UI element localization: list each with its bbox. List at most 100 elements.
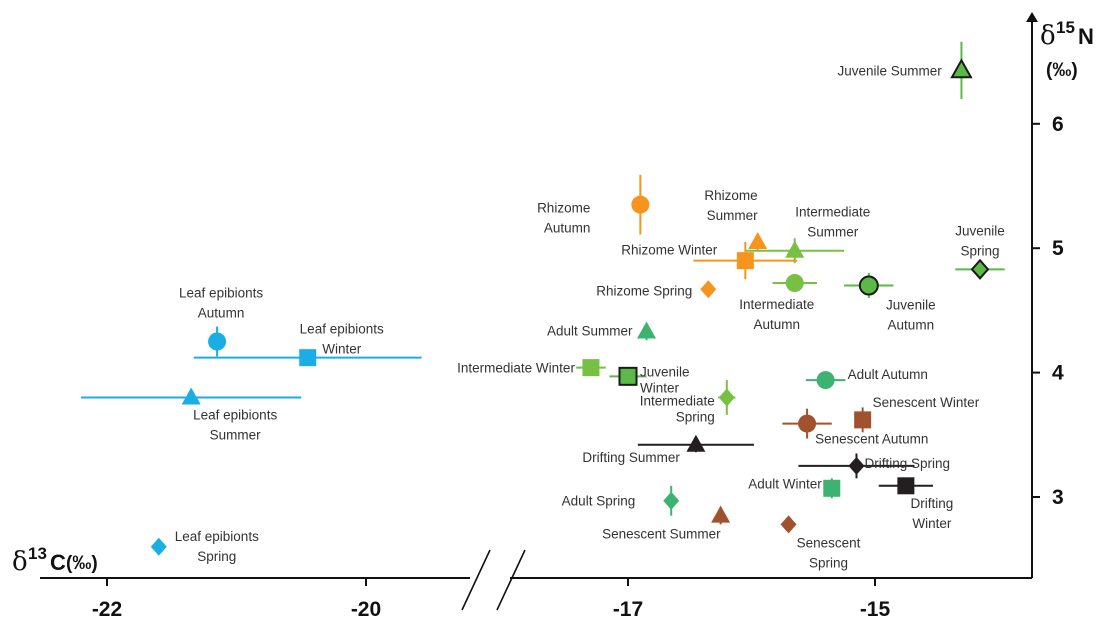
axis-break-mark — [461, 549, 491, 611]
point-label-line: Leaf epibionts — [179, 286, 263, 301]
marker-adult-summer — [637, 321, 657, 339]
point-label: Rhizome Summer — [704, 188, 758, 223]
point-label-line: Juvenile — [955, 223, 1005, 238]
point-label: Intermediate Autumn — [739, 297, 814, 332]
x-axis-unit: (‰) — [66, 553, 98, 574]
y-axis-title: δ 15 N(‰) — [1040, 18, 1094, 81]
point-label: Leaf epibionts Spring — [175, 529, 259, 564]
marker-adult-winter — [823, 479, 841, 497]
x-tick-label: -15 — [860, 598, 891, 621]
marker-intermediate-summer — [785, 240, 805, 258]
point-label: Leaf epibionts Summer — [193, 407, 277, 442]
point-label-line: Autumn — [753, 317, 800, 332]
point-label-line: Drifting Summer — [582, 450, 680, 465]
point-label: Intermediate Summer — [795, 205, 870, 240]
point-label-line: Leaf epibionts — [193, 407, 277, 422]
x-tick-label: -22 — [92, 598, 122, 621]
point-label-line: Drifting Spring — [864, 456, 950, 471]
point-label-line: Intermediate — [795, 205, 870, 220]
point-label-line: Winter — [912, 516, 952, 531]
point-label-line: Spring — [676, 409, 715, 424]
point-label-line: Summer — [210, 427, 262, 442]
point-label-line: Winter — [322, 342, 362, 357]
marker-juvenile-spring — [970, 258, 990, 280]
point-label-line: Senescent Summer — [602, 527, 721, 542]
point-label-line: Autumn — [544, 221, 591, 236]
y-tick-label: 4 — [1052, 362, 1064, 385]
point-label-line: Rhizome — [537, 201, 590, 216]
point-label-line: Senescent Winter — [873, 395, 980, 410]
point-label: Rhizome Spring — [596, 283, 692, 298]
point-label-line: Adult Autumn — [848, 367, 928, 382]
point-label: Adult Spring — [562, 494, 636, 509]
y-tick-label: 6 — [1052, 113, 1064, 136]
point-label-line: Spring — [960, 243, 999, 258]
marker-senescent-spring — [780, 515, 797, 534]
axis-title-superscript: 13 — [28, 544, 47, 563]
point-label: Intermediate Spring — [640, 393, 715, 424]
point-label: Senescent Autumn — [815, 432, 928, 447]
marker-intermediate-autumn — [785, 274, 804, 293]
axis-title-superscript: 15 — [1056, 18, 1075, 37]
point-label: Rhizome Winter — [621, 243, 718, 258]
axes: -22 -20 -17 -15 3 4 5 6 — [40, 12, 1064, 621]
point-label: Juvenile Autumn — [886, 298, 936, 333]
marker-leaf-epibionts-summer — [181, 387, 201, 405]
axis-title-symbol: N — [1078, 24, 1094, 49]
y-tick-label: 3 — [1052, 486, 1064, 509]
point-label-line: Intermediate Winter — [457, 361, 575, 376]
marker-senescent-summer — [711, 505, 731, 523]
point-label: Intermediate Winter — [457, 361, 575, 376]
point-label-line: Leaf epibionts — [300, 322, 384, 337]
point-label-line: Autumn — [198, 306, 245, 321]
point-label: Drifting Winter — [910, 496, 953, 531]
point-label-line: Rhizome — [704, 188, 757, 203]
point-label-line: Adult Spring — [562, 494, 636, 509]
point-label: Rhizome Autumn — [537, 201, 590, 236]
point-label: Juvenile Spring — [955, 223, 1005, 258]
marker-juvenile-summer — [950, 58, 973, 79]
x-axis-title: δ 13 C (‰) — [12, 544, 98, 577]
point-label: Adult Autumn — [848, 367, 928, 382]
marker-rhizome-summer — [748, 231, 768, 249]
point-label-line: Leaf epibionts — [175, 529, 259, 544]
axis-title-delta: δ — [12, 547, 28, 577]
point-label: Adult Summer — [547, 324, 633, 339]
marker-rhizome-winter — [736, 252, 754, 270]
marker-adult-spring — [663, 491, 680, 510]
marker-rhizome-autumn — [631, 195, 650, 214]
axis-break-mark — [496, 549, 526, 611]
point-label-line: Adult Winter — [748, 476, 822, 491]
marker-leaf-epibionts-autumn — [208, 332, 227, 351]
point-label-line: Winter — [640, 380, 680, 395]
x-tick-label: -20 — [351, 598, 381, 621]
point-label: Drifting Summer — [582, 450, 680, 465]
marker-drifting-spring — [848, 456, 865, 475]
marker-intermediate-spring — [718, 388, 735, 407]
marker-juvenile-autumn — [858, 275, 879, 296]
axis-title-symbol: C — [50, 550, 66, 575]
marker-intermediate-winter — [582, 359, 600, 377]
marker-leaf-epibionts-spring — [150, 537, 167, 556]
point-label-line: Summer — [807, 225, 859, 240]
point-label-line: Spring — [809, 555, 848, 570]
point-label-line: Adult Summer — [547, 324, 633, 339]
x-tick-label: -17 — [613, 598, 643, 621]
point-label-line: Summer — [707, 208, 759, 223]
point-label: Senescent Summer — [602, 527, 721, 542]
point-label: Senescent Winter — [873, 395, 980, 410]
axis-titles: δ 13 C (‰)δ 15 N(‰) — [12, 18, 1094, 577]
point-label: Adult Winter — [748, 476, 822, 491]
point-label-line: Juvenile — [886, 298, 936, 313]
y-axis-unit: (‰) — [1046, 60, 1078, 81]
point-label: Leaf epibionts Winter — [300, 322, 384, 357]
point-label-line: Spring — [197, 549, 236, 564]
point-label-line: Autumn — [888, 318, 935, 333]
y-tick-label: 5 — [1052, 237, 1064, 260]
point-label: Juvenile Winter — [640, 364, 690, 395]
point-label-line: Juvenile Summer — [837, 63, 942, 78]
point-label: Senescent Spring — [797, 535, 861, 570]
marker-drifting-winter — [897, 477, 915, 495]
marker-rhizome-spring — [700, 280, 717, 299]
